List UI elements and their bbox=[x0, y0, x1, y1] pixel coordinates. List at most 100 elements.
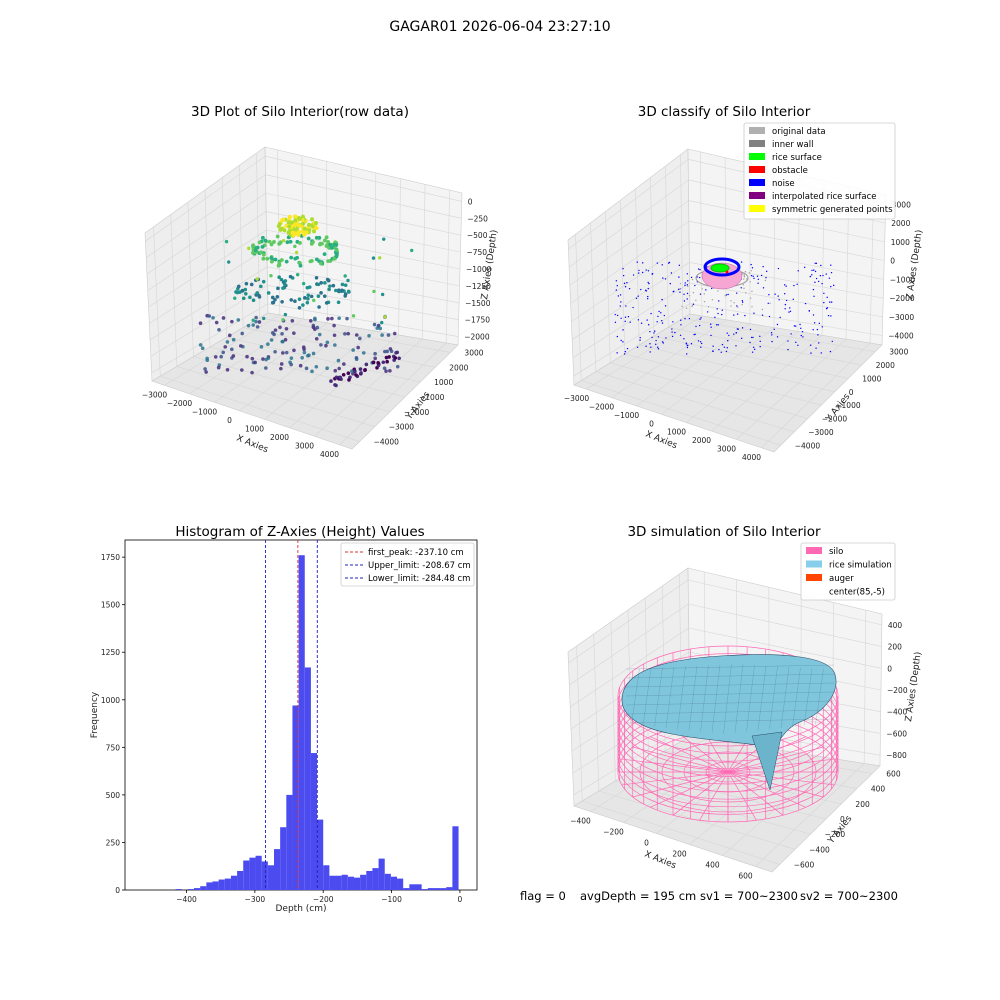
noise-point bbox=[813, 269, 815, 271]
original-point bbox=[764, 279, 767, 282]
raw-point bbox=[240, 288, 245, 293]
raw-point bbox=[269, 338, 274, 342]
grid-line bbox=[590, 222, 597, 372]
legend-swatch bbox=[749, 192, 765, 199]
noise-point bbox=[778, 299, 780, 301]
original-point bbox=[703, 293, 705, 295]
noise-point bbox=[671, 335, 674, 338]
legend-swatch bbox=[749, 166, 765, 173]
original-point bbox=[679, 282, 682, 285]
panel-histogram: Histogram of Z-Axies (Height) Values −40… bbox=[90, 524, 478, 914]
noise-point bbox=[645, 345, 647, 347]
grid-line bbox=[586, 315, 703, 390]
raw-point bbox=[346, 331, 351, 336]
histogram-bar bbox=[249, 857, 256, 890]
noise-point bbox=[651, 273, 653, 275]
raw-point bbox=[276, 263, 281, 268]
noise-point bbox=[818, 280, 820, 283]
silo-floor-spoke bbox=[621, 771, 729, 786]
raw-point bbox=[334, 383, 338, 388]
raw-point bbox=[217, 328, 221, 332]
noise-point bbox=[694, 333, 696, 336]
z-tick-label: −600 bbox=[886, 729, 907, 738]
noise-point bbox=[686, 346, 689, 349]
legend-swatch bbox=[806, 547, 822, 554]
noise-point bbox=[624, 350, 627, 353]
z-tick-label: 200 bbox=[888, 643, 903, 652]
raw-point bbox=[214, 320, 219, 325]
raw-point bbox=[314, 275, 319, 280]
grid-line bbox=[648, 760, 842, 805]
histogram-legend: first_peak: -237.10 cm Upper_limit: -208.… bbox=[340, 542, 475, 587]
raw-point bbox=[319, 291, 323, 295]
panel-raw-scatter: 3D Plot of Silo Interior(row data) −3000… bbox=[142, 104, 500, 459]
noise-point bbox=[776, 336, 779, 338]
noise-point bbox=[779, 316, 781, 319]
raw-z-ticks: 0 −250 −500 −750 −1000 −1250 −1500 −1750 −2000 bbox=[464, 197, 491, 341]
simulation-legend-box bbox=[800, 542, 896, 601]
raw-point bbox=[392, 331, 397, 336]
y-tick-label: −2000 bbox=[404, 408, 430, 417]
noise-point bbox=[624, 286, 627, 288]
original-point bbox=[746, 278, 748, 280]
noise-point bbox=[661, 264, 663, 266]
raw-point bbox=[198, 321, 203, 326]
grid-line bbox=[149, 266, 268, 341]
raw-point bbox=[281, 318, 285, 322]
noise-point bbox=[632, 274, 635, 276]
z-tick-label: −3000 bbox=[889, 313, 915, 322]
histogram-bar bbox=[261, 861, 268, 890]
raw-point bbox=[257, 320, 262, 324]
grid-line bbox=[572, 282, 690, 359]
raw-point bbox=[240, 331, 245, 336]
noise-point bbox=[765, 277, 767, 279]
grid-line bbox=[686, 331, 799, 423]
raw-point bbox=[243, 287, 248, 292]
raw-point bbox=[316, 294, 321, 298]
raw-point bbox=[319, 343, 323, 347]
original-point bbox=[724, 294, 726, 297]
raw-point bbox=[231, 354, 236, 358]
z-tick-label: −4000 bbox=[888, 332, 914, 341]
raw-point bbox=[330, 316, 334, 321]
noise-point bbox=[749, 341, 751, 344]
raw-point bbox=[293, 244, 297, 249]
noise-point bbox=[647, 287, 649, 290]
noise-point bbox=[620, 317, 622, 319]
noise-point bbox=[661, 322, 664, 324]
noise-point bbox=[784, 308, 786, 310]
raw-point bbox=[302, 350, 307, 355]
noise-point bbox=[647, 270, 650, 272]
noise-point bbox=[740, 261, 743, 263]
histogram-bar bbox=[175, 889, 182, 890]
noise-point bbox=[784, 303, 787, 306]
raw-point bbox=[290, 230, 295, 235]
raw-point bbox=[325, 277, 330, 282]
rice-surface-body bbox=[621, 654, 837, 791]
noise-point bbox=[815, 347, 817, 349]
raw-grid bbox=[145, 149, 462, 445]
legend-label: auger bbox=[829, 574, 854, 584]
raw-point bbox=[273, 297, 277, 302]
y-tick-label: 1750 bbox=[101, 553, 120, 562]
noise-point bbox=[832, 284, 835, 287]
noise-point bbox=[616, 352, 618, 354]
silo-floor-spoke bbox=[699, 771, 729, 821]
original-point bbox=[743, 287, 745, 290]
noise-point bbox=[627, 316, 630, 318]
noise-point bbox=[826, 307, 829, 309]
noise-point bbox=[736, 313, 739, 315]
noise-point bbox=[767, 302, 769, 305]
original-point bbox=[769, 302, 771, 305]
raw-point bbox=[219, 354, 223, 359]
noise-point bbox=[683, 300, 686, 302]
raw-point bbox=[276, 286, 280, 291]
histogram-bar bbox=[218, 879, 225, 890]
raw-point bbox=[292, 331, 296, 335]
raw-point bbox=[388, 369, 392, 373]
histogram-bar bbox=[366, 870, 373, 890]
raw-point bbox=[333, 343, 337, 347]
silo-floor-spoke bbox=[632, 771, 729, 798]
noise-point bbox=[614, 313, 616, 316]
raw-point bbox=[213, 355, 218, 359]
